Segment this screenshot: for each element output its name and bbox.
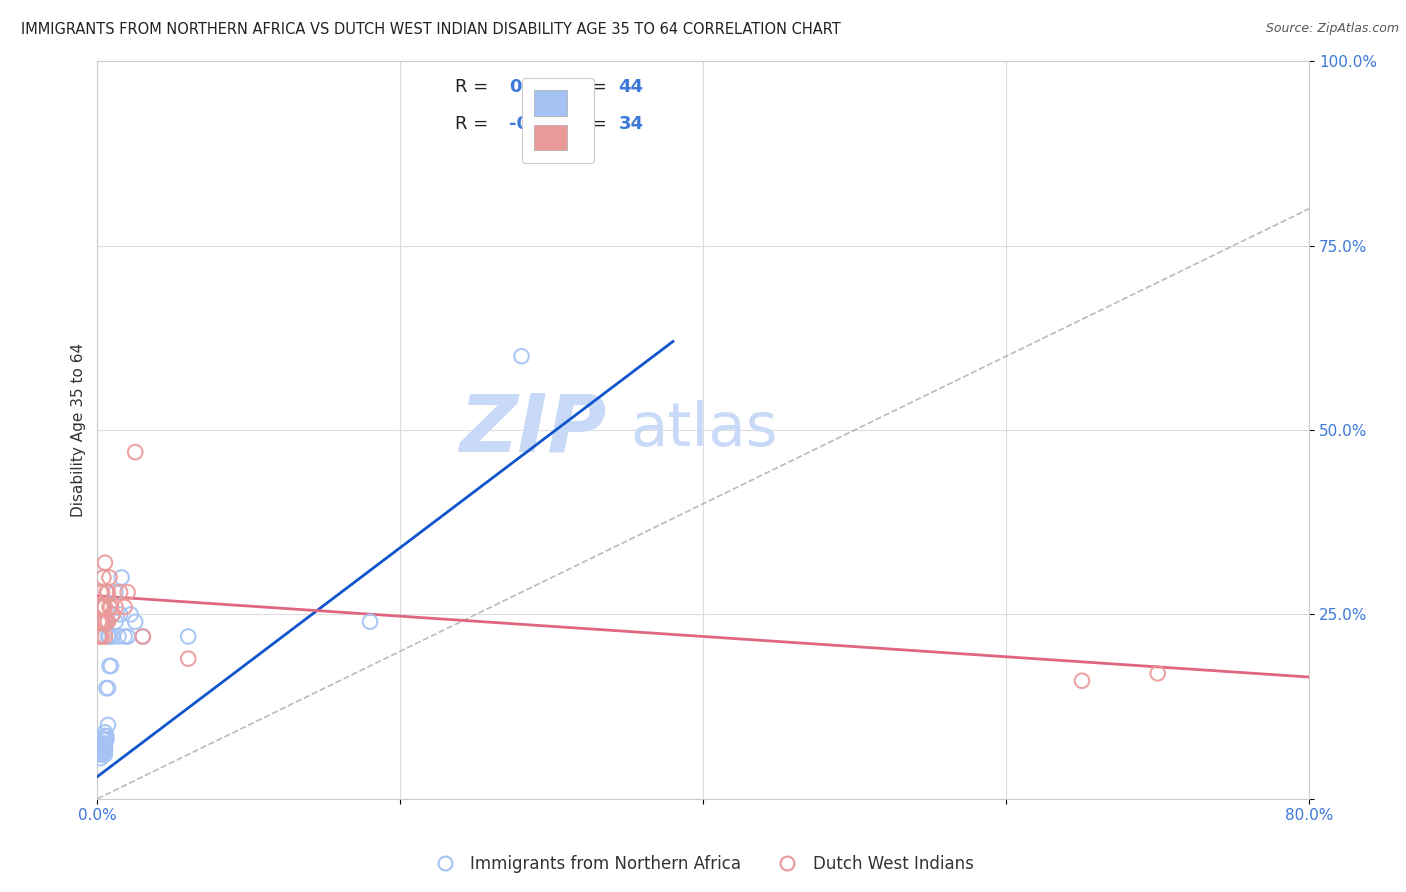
Point: [1071, 673, 1094, 688]
Point: [89, 585, 111, 599]
Point: [94, 725, 117, 739]
Point: [1146, 666, 1168, 681]
Point: [90, 599, 112, 614]
Point: [510, 349, 533, 363]
Y-axis label: Disability Age 35 to 64: Disability Age 35 to 64: [72, 343, 86, 517]
Point: [97, 681, 120, 695]
Point: [100, 659, 122, 673]
Point: [98, 659, 121, 673]
Point: [93, 570, 115, 584]
Point: [94, 747, 117, 762]
Point: [90, 740, 112, 755]
Point: [94, 556, 117, 570]
Point: [107, 630, 129, 644]
Point: [96, 732, 118, 747]
Point: [90, 736, 112, 750]
Point: [90, 739, 112, 753]
Point: [97, 630, 120, 644]
Point: [101, 607, 124, 622]
Point: [177, 630, 200, 644]
Text: N =: N =: [561, 78, 613, 96]
Point: [94, 599, 117, 614]
Point: [90, 630, 112, 644]
Text: -0.217: -0.217: [509, 115, 574, 133]
Point: [90, 585, 112, 599]
Point: [124, 445, 146, 459]
Point: [359, 615, 381, 629]
Point: [90, 615, 112, 629]
Point: [97, 718, 120, 732]
Point: [104, 599, 127, 614]
Point: [93, 615, 115, 629]
Point: [120, 607, 142, 622]
Point: [94, 736, 117, 750]
Point: [89, 751, 111, 765]
Point: [110, 570, 132, 584]
Legend: Immigrants from Northern Africa, Dutch West Indians: Immigrants from Northern Africa, Dutch W…: [426, 848, 980, 880]
Point: [97, 615, 120, 629]
Point: [93, 732, 115, 747]
Point: [94, 732, 117, 747]
Text: N =: N =: [561, 115, 613, 133]
Text: 44: 44: [619, 78, 644, 96]
Point: [104, 585, 127, 599]
Point: [89, 747, 111, 762]
Text: Source: ZipAtlas.com: Source: ZipAtlas.com: [1265, 22, 1399, 36]
Point: [104, 615, 127, 629]
Point: [90, 746, 112, 760]
Point: [94, 744, 117, 758]
Point: [101, 607, 124, 622]
Point: [114, 630, 136, 644]
Point: [117, 630, 139, 644]
Point: [108, 585, 131, 599]
Point: [124, 615, 146, 629]
Text: 0.776: 0.776: [509, 78, 567, 96]
Point: [117, 585, 139, 599]
Point: [177, 651, 200, 665]
Point: [94, 615, 117, 629]
Text: 34: 34: [619, 115, 644, 133]
Point: [93, 747, 115, 762]
Point: [94, 630, 117, 644]
Point: [100, 599, 122, 614]
Text: R =: R =: [456, 115, 494, 133]
Point: [114, 599, 136, 614]
Point: [101, 630, 124, 644]
Point: [98, 599, 121, 614]
Point: [98, 570, 121, 584]
Text: R =: R =: [456, 78, 494, 96]
Point: [87, 630, 110, 644]
Point: [98, 630, 121, 644]
Point: [89, 599, 111, 614]
Point: [87, 615, 110, 629]
Text: atlas: atlas: [630, 401, 778, 459]
Point: [96, 681, 118, 695]
Point: [93, 599, 115, 614]
Point: [90, 741, 112, 756]
Point: [94, 741, 117, 756]
Legend: , : ,: [522, 78, 593, 163]
Point: [93, 740, 115, 755]
Point: [96, 615, 118, 629]
Point: [132, 630, 155, 644]
Point: [90, 744, 112, 758]
Point: [89, 630, 111, 644]
Text: IMMIGRANTS FROM NORTHERN AFRICA VS DUTCH WEST INDIAN DISABILITY AGE 35 TO 64 COR: IMMIGRANTS FROM NORTHERN AFRICA VS DUTCH…: [21, 22, 841, 37]
Point: [132, 630, 155, 644]
Point: [94, 740, 117, 755]
Point: [108, 607, 131, 622]
Point: [97, 585, 120, 599]
Point: [89, 615, 111, 629]
Point: [96, 729, 118, 743]
Point: [94, 729, 117, 743]
Point: [93, 744, 115, 758]
Text: ZIP: ZIP: [458, 391, 606, 469]
Point: [96, 585, 118, 599]
